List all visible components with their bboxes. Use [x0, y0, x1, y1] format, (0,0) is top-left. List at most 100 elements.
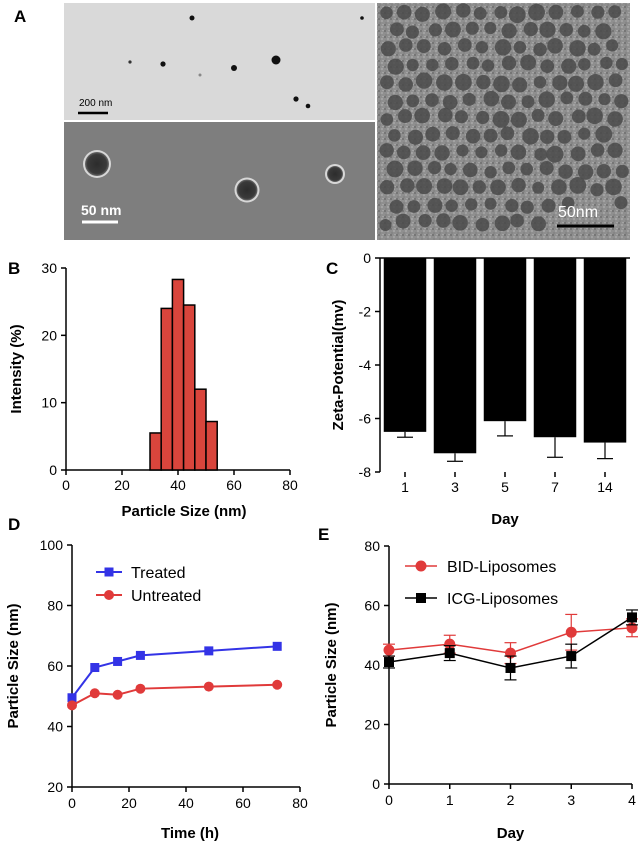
tem-particle [510, 144, 527, 160]
data-point [135, 683, 146, 694]
tem-particle [379, 143, 394, 158]
tem-particle [398, 77, 414, 92]
tem-particle [465, 198, 478, 211]
y-tick-label: 60 [364, 598, 380, 614]
tem-particle [540, 129, 555, 144]
tem-particle [615, 57, 629, 71]
tem-particle [425, 126, 441, 142]
tem-particle [476, 110, 490, 125]
tem-particle [587, 42, 601, 56]
zeta-bar [383, 258, 427, 432]
tem-particle [501, 55, 517, 71]
tem-particle [387, 94, 403, 111]
tem-particle [534, 148, 548, 161]
tem-particle [512, 77, 528, 93]
tem-particle [595, 125, 613, 143]
tem-particle [426, 58, 439, 72]
tem-particle [548, 111, 564, 127]
tem-particle [416, 39, 431, 54]
tem-particle [505, 199, 519, 213]
tem-particle [569, 177, 587, 194]
tem-particle [463, 162, 478, 178]
histogram-bar [194, 388, 207, 471]
tem-particle [494, 144, 508, 157]
tem-particle [539, 161, 554, 175]
data-point [204, 646, 214, 656]
legend-label: Untreated [131, 588, 201, 605]
tem-particle [596, 164, 611, 179]
x-tick-label: 0 [62, 477, 70, 493]
tem-particle [406, 94, 420, 108]
legend-marker [415, 560, 427, 572]
tem-image-bottom-left: 50 nm [64, 122, 375, 240]
histogram-bar [149, 432, 162, 471]
tem-particle [438, 107, 453, 123]
tem-particle [436, 213, 451, 228]
y-axis-title: Particle Size (nm) [323, 602, 340, 727]
tem-particle [577, 24, 591, 38]
tem-particle [473, 6, 487, 20]
tem-particle [494, 39, 512, 56]
data-point [67, 693, 77, 703]
tem-particle [513, 41, 527, 54]
x-tick-label: 60 [226, 477, 242, 493]
x-tick-label: 5 [501, 479, 509, 495]
tem-particle [436, 178, 453, 194]
tem-particle [389, 199, 404, 214]
tem-particle [425, 93, 439, 107]
tem-particle [405, 25, 419, 39]
tem-particle [607, 142, 623, 158]
tem-particle [520, 200, 534, 214]
tem-particle [546, 145, 564, 163]
tem-particle [595, 23, 612, 40]
tem-particle [492, 111, 510, 128]
tem-particle [522, 128, 539, 145]
tem-particle [490, 179, 506, 196]
tem-particle [608, 5, 622, 19]
tem-particle [521, 95, 535, 109]
tem-particle [379, 180, 395, 195]
tem-particle [456, 144, 469, 157]
tem-particle [396, 4, 412, 20]
tem-particle [387, 58, 404, 75]
x-axis-title: Particle Size (nm) [121, 503, 246, 520]
tem-particle [436, 74, 453, 91]
tem-particle [414, 6, 430, 22]
tem-particle [523, 22, 538, 37]
tem-particle [520, 54, 536, 71]
panel-letter-c: C [326, 259, 338, 278]
y-tick-label: -2 [359, 304, 372, 320]
tem-particle [456, 3, 471, 18]
data-point [565, 626, 577, 638]
tem-particle [552, 75, 568, 91]
tem-particle [520, 162, 533, 176]
tem-particle [590, 183, 604, 197]
tem-particle [379, 219, 392, 231]
scale-bar-50nm-right-label: 50nm [558, 204, 598, 221]
x-tick-label: 60 [235, 795, 251, 811]
tem-particle [484, 166, 497, 179]
y-tick-label: 60 [47, 658, 63, 674]
data-point [505, 662, 516, 673]
x-tick-label: 1 [446, 792, 454, 808]
tem-image-top-left: 200 nm [64, 3, 375, 120]
chart-b-particle-size-distribution: 0 20 40 60 80 0 10 20 30 Particle Size (nm) Intens… [8, 260, 298, 520]
series-line [71, 645, 278, 699]
tem-particle [435, 3, 452, 20]
tem-particle [598, 93, 611, 106]
data-point [272, 641, 282, 651]
tem-particle [586, 107, 603, 125]
y-tick-label: -8 [359, 464, 372, 480]
tem-particle [578, 127, 591, 140]
tem-particle [454, 110, 468, 124]
tem-particle [531, 108, 545, 122]
y-tick-label: 80 [364, 538, 380, 554]
tem-particle [406, 58, 419, 72]
tem-particle [445, 57, 459, 71]
tem-particle [533, 76, 547, 89]
x-tick-label: 20 [114, 477, 130, 493]
tem-particle [415, 72, 433, 89]
tem-particle [600, 56, 613, 70]
